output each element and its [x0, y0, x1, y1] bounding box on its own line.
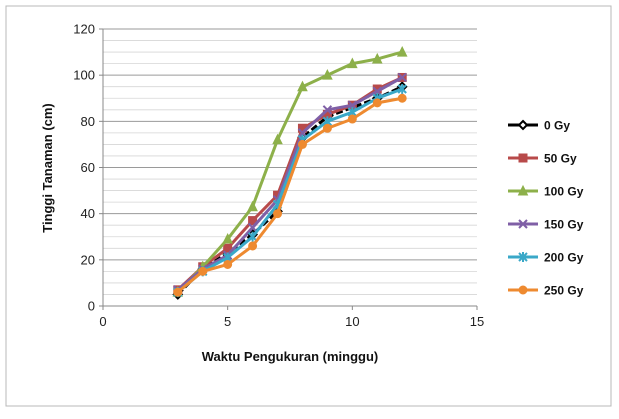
data-point-250-gy: [248, 241, 258, 251]
data-point-250-gy: [397, 93, 407, 103]
data-point-250-gy: [198, 266, 208, 276]
data-point-150-gy: [297, 128, 308, 138]
data-point-150-gy: [372, 86, 382, 97]
legend-marker: [517, 184, 529, 196]
x-tick-label: 5: [224, 314, 231, 329]
series-line-100-gy: [176, 50, 403, 294]
y-tick-label: 20: [81, 252, 95, 267]
data-point-200-gy: [397, 84, 407, 95]
data-point-100-gy: [297, 80, 308, 92]
x-tick-label: 0: [99, 314, 106, 329]
data-point-150-gy: [322, 105, 333, 115]
x-tick-label: 15: [470, 314, 484, 329]
y-tick-label: 100: [73, 68, 95, 83]
legend-item-0-gy: 0 Gy: [508, 119, 570, 133]
data-point-150-gy: [397, 72, 407, 83]
data-point-100-gy: [396, 45, 408, 57]
legend-marker-stroke: [518, 219, 528, 229]
data-point-150-gy-stroke: [347, 100, 358, 110]
data-point-100-gy: [222, 232, 233, 244]
legend-marker: [518, 285, 528, 295]
legend: 0 Gy 50 Gy 100 Gy 150 Gy 200 Gy 250 Gy: [508, 119, 584, 298]
data-point-50-gy: [223, 243, 233, 253]
legend-item-200-gy: 200 Gy: [508, 251, 584, 265]
data-point-150-gy: [247, 222, 258, 233]
y-tick-label: 0: [88, 299, 95, 314]
legend-item-250-gy: 250 Gy: [508, 284, 584, 298]
x-tick-label: 10: [345, 314, 359, 329]
legend-label: 250 Gy: [544, 284, 584, 298]
series-line-200-gy: [176, 87, 403, 294]
data-point-250-gy: [223, 259, 233, 269]
data-point-250-gy: [347, 114, 357, 124]
data-point-150-gy-stroke: [247, 222, 258, 233]
legend-label: 200 Gy: [544, 251, 584, 265]
x-tick-labels: 0 5 10 15: [99, 314, 484, 329]
data-point-150-gy-stroke: [372, 86, 382, 97]
data-point-150-gy-stroke: [297, 128, 308, 138]
legend-label: 150 Gy: [544, 218, 584, 232]
y-tick-label: 60: [81, 160, 95, 175]
series-line-250-gy: [176, 96, 403, 294]
y-tick-label: 120: [73, 22, 95, 37]
gridlines: [103, 28, 477, 295]
data-point-250-gy: [322, 123, 332, 133]
y-tick-labels: 0 20 40 60 80 100 120: [73, 22, 95, 314]
data-point-200-gy: [247, 231, 258, 242]
data-point-50-gy: [248, 216, 258, 226]
data-point-100-gy: [347, 57, 358, 69]
data-point-100-gy: [371, 52, 383, 64]
series-250-gy: [173, 93, 407, 297]
data-point-150-gy-stroke: [397, 72, 407, 83]
legend-label: 100 Gy: [544, 185, 584, 199]
y-tick-label: 40: [81, 206, 95, 221]
legend-item-50-gy: 50 Gy: [508, 152, 577, 166]
data-point-150-gy: [347, 100, 358, 110]
data-point-100-gy: [322, 69, 333, 80]
legend-label: 0 Gy: [544, 119, 570, 133]
data-point-100-gy: [247, 200, 258, 212]
data-point-250-gy: [173, 287, 183, 297]
data-point-100-gy: [272, 133, 283, 145]
y-tick-label: 80: [81, 114, 95, 129]
series-group: [172, 45, 408, 300]
series-line-150-gy: [176, 76, 403, 291]
legend-item-100-gy: 100 Gy: [508, 185, 584, 199]
legend-marker: [518, 219, 528, 229]
data-point-250-gy: [372, 98, 382, 108]
chart-frame: [5, 5, 612, 407]
legend-label: 50 Gy: [544, 152, 577, 166]
axes: [99, 28, 478, 310]
data-point-150-gy-stroke: [322, 105, 333, 115]
data-point-250-gy: [297, 139, 307, 149]
x-axis-title: Waktu Pengukuran (minggu): [202, 349, 378, 364]
legend-marker: [518, 153, 528, 163]
legend-marker: [518, 252, 528, 262]
data-point-250-gy: [273, 209, 283, 219]
y-axis-title: Tinggi Tanaman (cm): [40, 103, 55, 233]
legend-marker: [517, 119, 529, 131]
legend-item-150-gy: 150 Gy: [508, 218, 584, 232]
